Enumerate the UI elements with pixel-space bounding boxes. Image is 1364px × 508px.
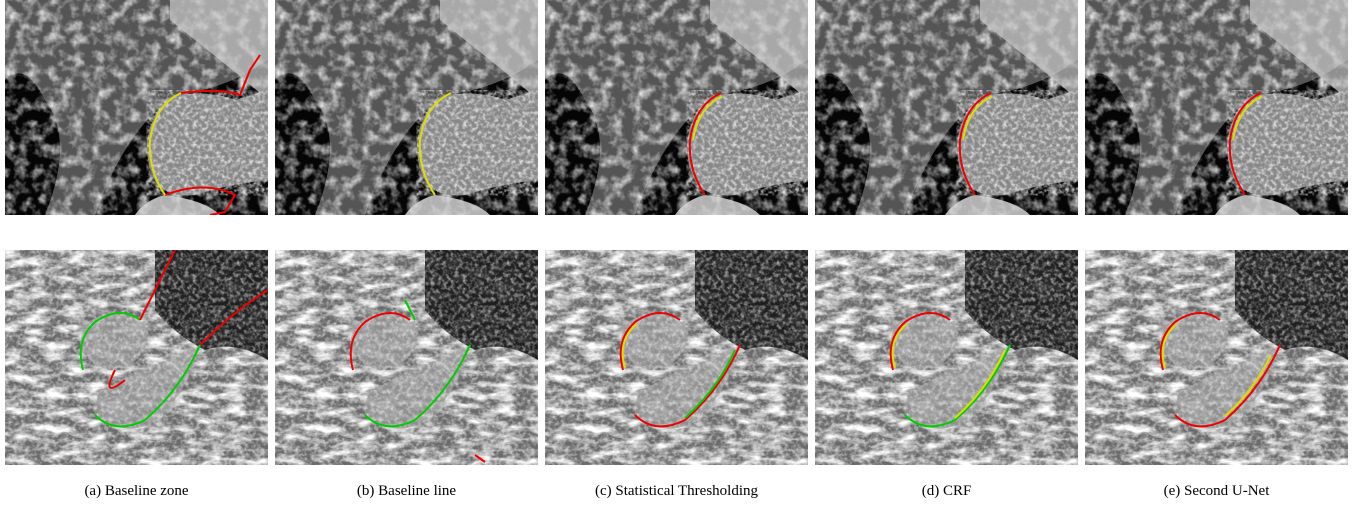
satellite-image	[1085, 250, 1348, 465]
image-panel	[5, 0, 268, 215]
image-panel	[5, 250, 268, 465]
satellite-image	[545, 0, 808, 215]
image-panel	[275, 0, 538, 215]
satellite-image	[815, 250, 1078, 465]
panels: (a) Baseline zone (b) Baseline line (c) St…	[5, 0, 1348, 499]
satellite-image	[1085, 0, 1348, 215]
subfigure-caption: (b) Baseline line	[357, 483, 456, 499]
satellite-image	[5, 0, 268, 215]
image-panel	[1085, 250, 1348, 465]
satellite-image	[545, 250, 808, 465]
satellite-image	[5, 250, 268, 465]
figure: (a) Baseline zone (b) Baseline line (c) St…	[0, 0, 1364, 508]
image-panel	[275, 250, 538, 465]
image-panel	[545, 0, 808, 215]
satellite-image	[275, 0, 538, 215]
satellite-image	[275, 250, 538, 465]
page: (a) Baseline zone (b) Baseline line (c) St…	[0, 0, 1364, 508]
subfigure-caption: (a) Baseline zone	[84, 483, 188, 499]
image-panel	[815, 0, 1078, 215]
image-panel	[815, 250, 1078, 465]
subfigure-caption: (c) Statistical Thresholding	[595, 483, 759, 499]
subfigure-caption: (e) Second U-Net	[1164, 483, 1271, 499]
subfigure-caption: (d) CRF	[922, 483, 972, 499]
satellite-image	[815, 0, 1078, 215]
image-panel	[545, 250, 808, 465]
image-panel	[1085, 0, 1348, 215]
